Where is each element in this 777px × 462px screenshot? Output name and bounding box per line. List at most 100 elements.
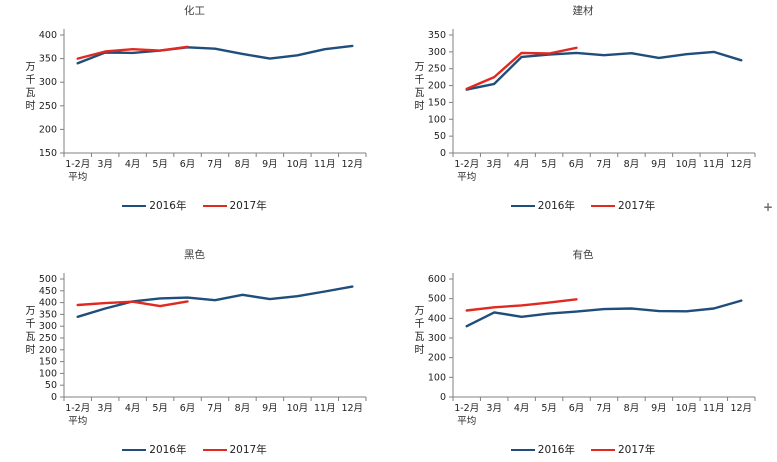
svg-text:平均: 平均 — [68, 415, 87, 427]
legend-item-2017: 2017年 — [202, 198, 267, 213]
legend-label-2017: 2017年 — [229, 200, 267, 212]
legend-label-2016: 2016年 — [149, 444, 187, 456]
chart-panel-nonferrous: 有色 0 100 200 300 400 500 600 1-2月 平均 3月 4月 5月 6月 7月 8月… — [389, 231, 777, 462]
svg-text:450: 450 — [39, 286, 57, 297]
svg-text:3月: 3月 — [486, 159, 502, 170]
plot-area-building-materials: 0 50 100 150 200 250 300 350 1-2月 平均 3月 4月 5月 6月 7月 8月 9… — [389, 19, 777, 197]
svg-text:250: 250 — [39, 101, 57, 112]
plus-cursor-icon: + — [763, 200, 774, 214]
chart-panel-ferrous: 黑色 0 50 100 150 200 250 300 350 400 450 500 1-2月 平均 3… — [0, 231, 389, 462]
svg-text:100: 100 — [39, 368, 57, 379]
y-axis-unit-label: 万千瓦时 — [23, 61, 34, 113]
svg-text:8月: 8月 — [235, 159, 251, 170]
y-axis-unit-label: 万千瓦时 — [412, 61, 423, 113]
svg-text:400: 400 — [428, 313, 446, 324]
chart-title-nonferrous: 有色 — [572, 249, 594, 261]
svg-text:150: 150 — [428, 97, 446, 108]
svg-text:350: 350 — [428, 30, 446, 41]
svg-text:500: 500 — [428, 294, 446, 305]
svg-text:200: 200 — [39, 124, 57, 135]
legend-label-2016: 2016年 — [149, 200, 187, 212]
chart-legend: 2016年 2017年 — [389, 198, 777, 213]
svg-text:4月: 4月 — [514, 159, 530, 170]
legend-item-2017: 2017年 — [591, 198, 655, 213]
svg-text:9月: 9月 — [651, 403, 667, 414]
legend-line-2016 — [510, 448, 535, 451]
legend-label-2016: 2016年 — [537, 200, 575, 212]
legend-item-2016: 2016年 — [510, 442, 575, 457]
legend-label-2017: 2017年 — [618, 200, 656, 212]
svg-text:4月: 4月 — [514, 403, 530, 414]
svg-text:500: 500 — [39, 274, 57, 285]
svg-text:300: 300 — [39, 77, 57, 88]
svg-text:9月: 9月 — [262, 159, 278, 170]
chart-legend: 2016年 2017年 — [389, 442, 777, 457]
svg-text:300: 300 — [428, 333, 446, 344]
svg-text:300: 300 — [39, 321, 57, 332]
svg-text:平均: 平均 — [457, 171, 476, 183]
svg-text:6月: 6月 — [569, 159, 585, 170]
legend-label-2016: 2016年 — [537, 444, 575, 456]
chart-panel-building-materials: 建材 0 50 100 150 200 250 300 350 1-2月 平均 3月 4月 5月 6月 7月… — [389, 0, 777, 231]
svg-text:6月: 6月 — [180, 403, 196, 414]
svg-text:200: 200 — [428, 353, 446, 364]
y-axis-unit-label: 万千瓦时 — [23, 305, 34, 357]
legend-line-2016 — [122, 448, 147, 451]
legend-line-2017 — [591, 204, 615, 207]
svg-text:11月: 11月 — [314, 403, 336, 414]
svg-text:8月: 8月 — [624, 403, 640, 414]
svg-text:5月: 5月 — [152, 403, 168, 414]
svg-text:6月: 6月 — [180, 159, 196, 170]
svg-text:7月: 7月 — [207, 403, 223, 414]
legend-line-2016 — [510, 204, 535, 207]
svg-text:250: 250 — [39, 333, 57, 344]
svg-text:10月: 10月 — [287, 159, 309, 170]
legend-line-2016 — [122, 204, 147, 207]
svg-text:0: 0 — [51, 392, 57, 403]
svg-text:350: 350 — [39, 54, 57, 65]
svg-text:50: 50 — [45, 380, 57, 391]
svg-text:400: 400 — [39, 30, 57, 41]
svg-text:3月: 3月 — [486, 403, 502, 414]
chart-title-building-materials: 建材 — [572, 5, 594, 17]
svg-text:600: 600 — [428, 274, 446, 285]
svg-text:5月: 5月 — [541, 403, 557, 414]
plot-area-chemical: 150 200 250 300 350 400 1-2月 平均 3月 4月 5月 6月 7月 8月 9月 10… — [0, 19, 388, 197]
svg-text:250: 250 — [428, 64, 446, 75]
svg-text:1-2月: 1-2月 — [65, 403, 90, 414]
svg-text:7月: 7月 — [596, 403, 612, 414]
y-axis-unit-label: 万千瓦时 — [412, 305, 423, 357]
svg-text:7月: 7月 — [596, 159, 612, 170]
svg-text:5月: 5月 — [541, 159, 557, 170]
plot-area-ferrous: 0 50 100 150 200 250 300 350 400 450 500 1-2月 平均 3月 4月… — [0, 263, 388, 441]
legend-item-2017: 2017年 — [591, 442, 655, 457]
chart-title-chemical: 化工 — [184, 5, 205, 17]
svg-text:8月: 8月 — [235, 403, 251, 414]
svg-text:0: 0 — [440, 148, 446, 159]
svg-text:100: 100 — [428, 114, 446, 125]
svg-text:9月: 9月 — [262, 403, 278, 414]
svg-text:200: 200 — [428, 81, 446, 92]
svg-text:0: 0 — [440, 392, 446, 403]
svg-text:400: 400 — [39, 298, 57, 309]
legend-label-2017: 2017年 — [229, 444, 267, 456]
svg-text:11月: 11月 — [314, 159, 336, 170]
svg-text:4月: 4月 — [125, 403, 141, 414]
legend-line-2017 — [202, 204, 227, 207]
svg-text:50: 50 — [434, 131, 446, 142]
svg-text:300: 300 — [428, 47, 446, 58]
legend-item-2017: 2017年 — [202, 442, 267, 457]
legend-label-2017: 2017年 — [618, 444, 656, 456]
svg-text:3月: 3月 — [97, 159, 113, 170]
legend-line-2017 — [202, 448, 227, 451]
svg-text:1-2月: 1-2月 — [65, 159, 90, 170]
chart-legend: 2016年 2017年 — [0, 198, 389, 213]
svg-text:11月: 11月 — [703, 159, 725, 170]
svg-text:1-2月: 1-2月 — [454, 403, 479, 414]
legend-line-2017 — [591, 448, 615, 451]
legend-item-2016: 2016年 — [122, 442, 187, 457]
